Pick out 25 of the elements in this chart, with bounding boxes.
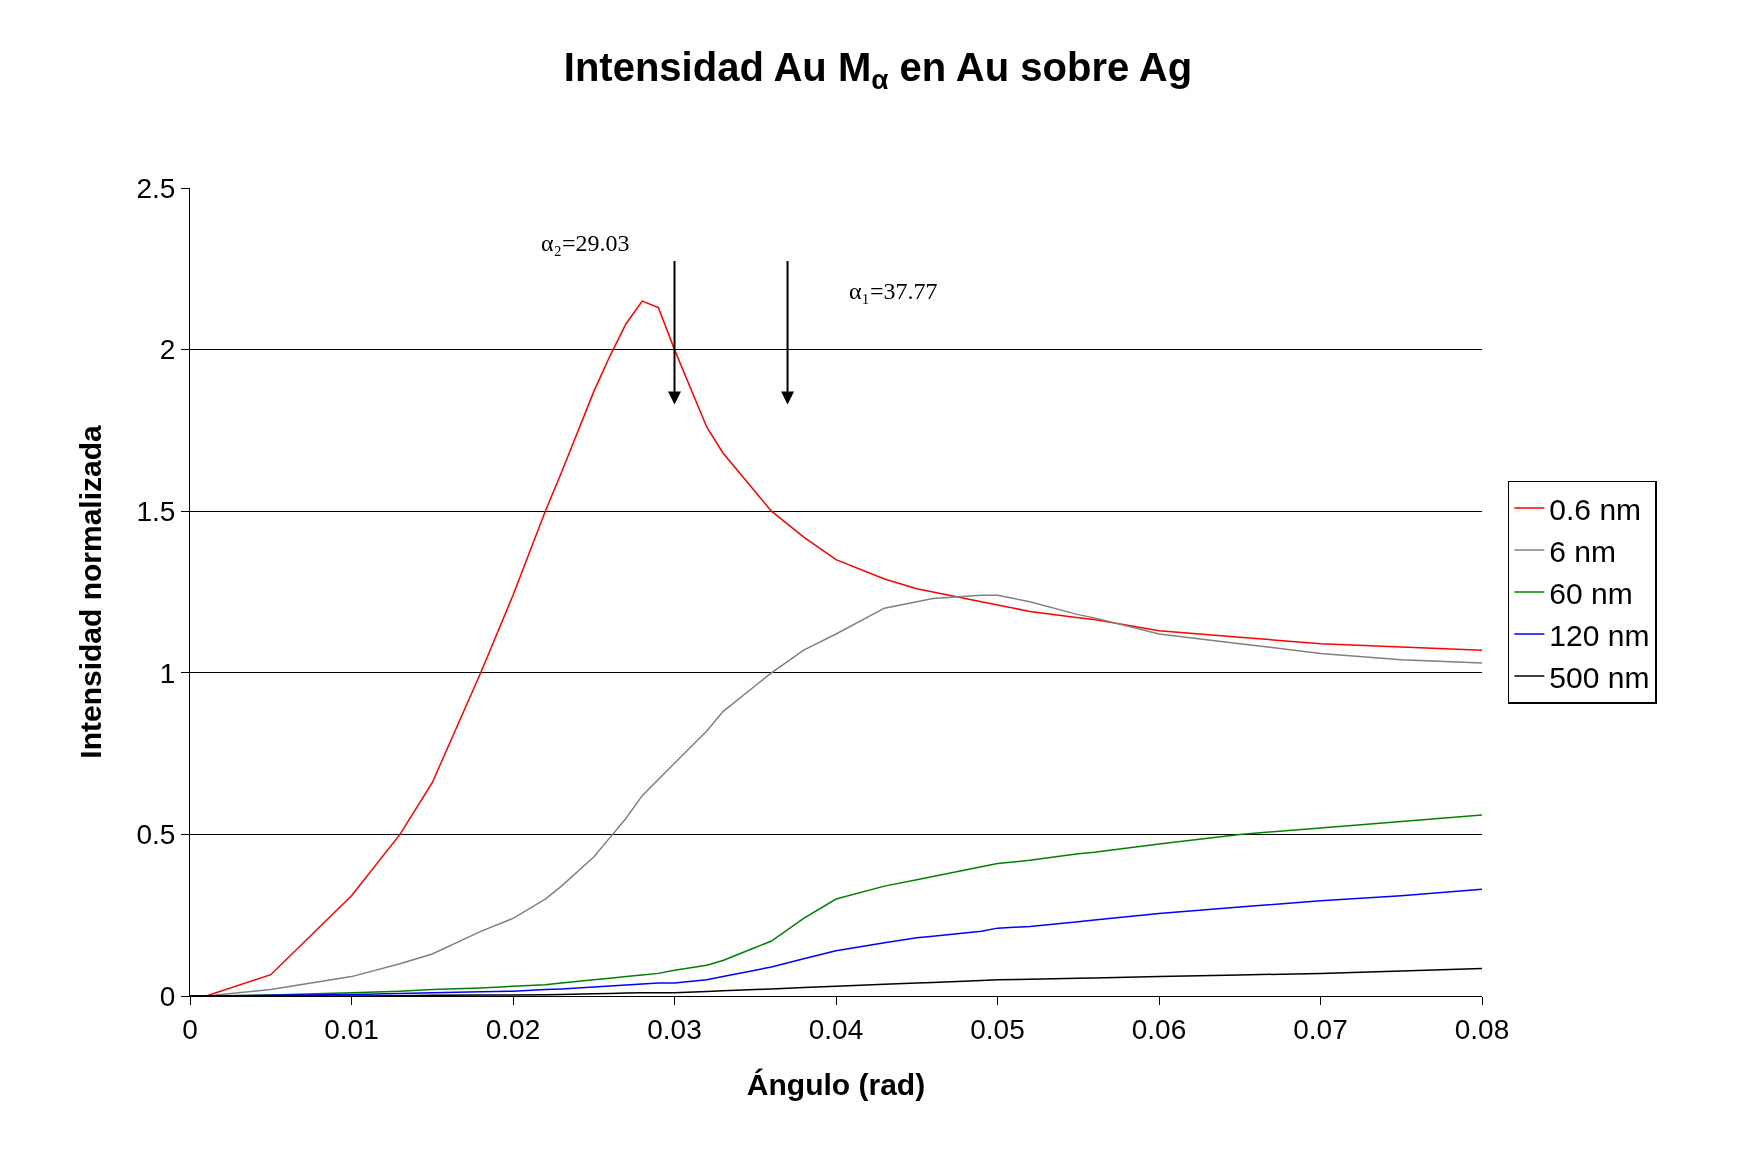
annotation: α₂=29.03 <box>541 230 630 256</box>
legend-label: 120 nm <box>1549 618 1650 652</box>
x-tick-label: 0.04 <box>808 1013 864 1045</box>
x-tick-label: 0.08 <box>1454 1013 1510 1045</box>
x-tick-label: 0.07 <box>1293 1013 1348 1045</box>
y-tick-label: 0.5 <box>136 819 176 851</box>
chart-title: Intensidad Au M$_{α}$ en Au sobre Ag <box>563 44 1193 96</box>
x-tick-label: 0.02 <box>485 1013 541 1045</box>
x-tick-label: 0.03 <box>647 1013 702 1045</box>
y-tick-label: 1.5 <box>136 496 176 527</box>
annotation: α₁=37.77 <box>849 278 938 304</box>
y-tick-label: 1 <box>159 657 176 689</box>
x-tick-label: 0.06 <box>1131 1013 1187 1045</box>
x-tick-label: 0 <box>182 1013 198 1045</box>
y-axis-title: Intensidad normalizada <box>74 424 108 759</box>
x-tick-label: 0.01 <box>324 1013 379 1045</box>
legend-label: 0.6 nm <box>1549 492 1642 526</box>
x-axis-title: Ángulo (rad) <box>746 1068 926 1102</box>
legend-label: 6 nm <box>1549 534 1617 568</box>
legend-label: 500 nm <box>1549 660 1650 694</box>
y-tick-label: 0 <box>159 980 176 1012</box>
y-tick-label: 2 <box>159 334 176 366</box>
legend-label: 60 nm <box>1549 576 1633 610</box>
y-tick-label: 2.5 <box>136 172 176 204</box>
x-tick-label: 0.05 <box>970 1013 1025 1045</box>
